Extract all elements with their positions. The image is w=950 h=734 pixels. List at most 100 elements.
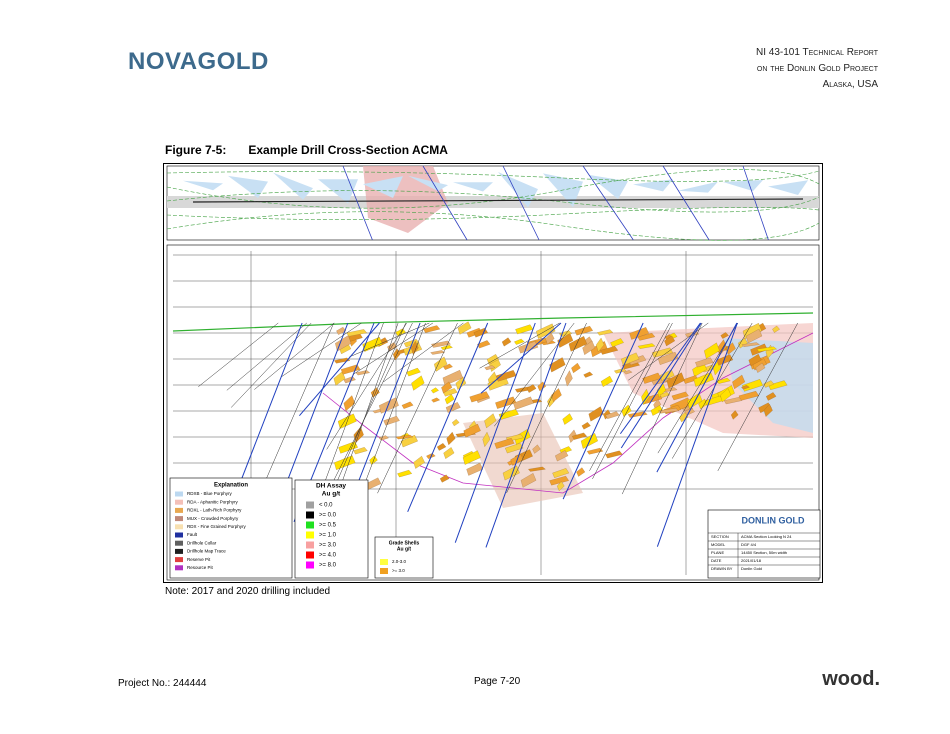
ore-blob [605,450,623,459]
plan-contour [166,169,820,209]
ore-blob [452,419,460,427]
ore-blob [443,363,453,370]
ore-blob [623,370,633,375]
ore-blob [502,465,520,481]
ore-blob [406,367,421,377]
drillhole [479,322,560,369]
assay-title: DH Assay [316,483,346,490]
plan-fault [502,165,540,241]
tb-value: DGF 4/4 [741,542,757,547]
ore-blob [434,356,448,372]
ore-blob [555,450,569,462]
ore-blob [431,387,439,394]
ore-blob [572,432,587,440]
logo: NOVAGOLD [128,48,269,75]
drillhole [621,322,703,495]
shell-label: 2.0-3.0 [392,559,407,564]
ore-blob [411,340,419,355]
ore-blob [658,408,680,414]
ore-blob [763,380,775,388]
ore-blob [637,333,656,341]
shell-title: Grade Shells [389,540,420,546]
ore-blob [486,354,499,365]
assay-swatch [306,541,314,549]
ore-blob [671,391,689,401]
drillhole [253,322,335,508]
legend-swatch [175,516,183,522]
legend-label: Fault [187,532,198,537]
ore-blob [413,455,425,469]
ore-blob [588,406,604,422]
tb-key: PLANE [711,550,724,555]
ore-blob [574,325,593,336]
ore-blob [513,396,534,410]
ore-blob [518,341,539,354]
ore-blob [695,357,714,368]
assay-swatch [306,521,314,529]
drillhole [198,322,279,387]
plan-fault [582,165,634,241]
ore-blob [763,403,773,417]
ore-blob [614,368,627,374]
plan-fault [342,165,373,241]
plan-fault [742,165,769,241]
plan-blue [273,172,313,200]
tb-key: DATE [711,558,722,563]
plan-blue [453,182,493,192]
plan-blue [768,180,808,196]
legend-swatch [175,507,183,513]
ore-blob [552,468,570,478]
ore-blob [462,450,481,465]
tb-value: 14450 Section, 50m width [741,550,787,555]
ore-blob [600,375,613,387]
ore-blob [596,337,605,353]
drillhole [299,322,380,417]
ore-blob [494,438,515,449]
plan-blue [318,179,358,204]
ore-blob [637,343,656,349]
ore-blob [477,340,491,349]
plan-blue [228,175,268,199]
assay-label: >= 0.0 [319,513,337,519]
assay-label: >= 8.0 [319,563,337,569]
drillhole [656,322,738,547]
plan-trace [192,198,804,203]
plan-fault [422,165,468,241]
shell-swatch [380,559,388,565]
drillhole [254,322,335,390]
page-number: Page 7-20 [474,676,521,687]
plan-blue [588,174,628,200]
plan-contour [166,207,820,220]
ore-blob [597,329,614,336]
shell-label: >= 3.0 [392,568,405,573]
shell-unit: Au g/t [397,546,411,552]
report-line: Alaska, USA [822,79,878,90]
ore-blob [742,379,764,392]
drillhole [657,322,739,454]
ore-blob [557,333,574,348]
legend-label: Drillhole Collar [187,540,217,545]
ore-blob [443,388,458,397]
ore-blob [571,362,581,373]
assay-label: >= 1.0 [319,533,337,539]
ore-blob [431,397,440,403]
legend-swatch [175,524,183,530]
ore-blob [720,332,729,339]
ore-blob [581,422,591,430]
ore-blob [528,466,546,472]
ore-blob [444,394,455,405]
ore-blob [437,443,447,451]
ore-blob [340,364,361,375]
ore-blob [583,371,593,378]
ore-blob [336,327,347,335]
report-line: on the Donlin Gold Project [756,63,878,74]
ore-blob [717,339,727,356]
ore-blob [346,329,368,337]
drillhole [230,322,312,408]
assay-label: >= 4.0 [319,553,337,559]
ore-blob [446,431,456,446]
legend-label: Resource Pit [187,565,214,570]
legend-title: Explanation [214,483,248,489]
legend-box [707,509,821,579]
